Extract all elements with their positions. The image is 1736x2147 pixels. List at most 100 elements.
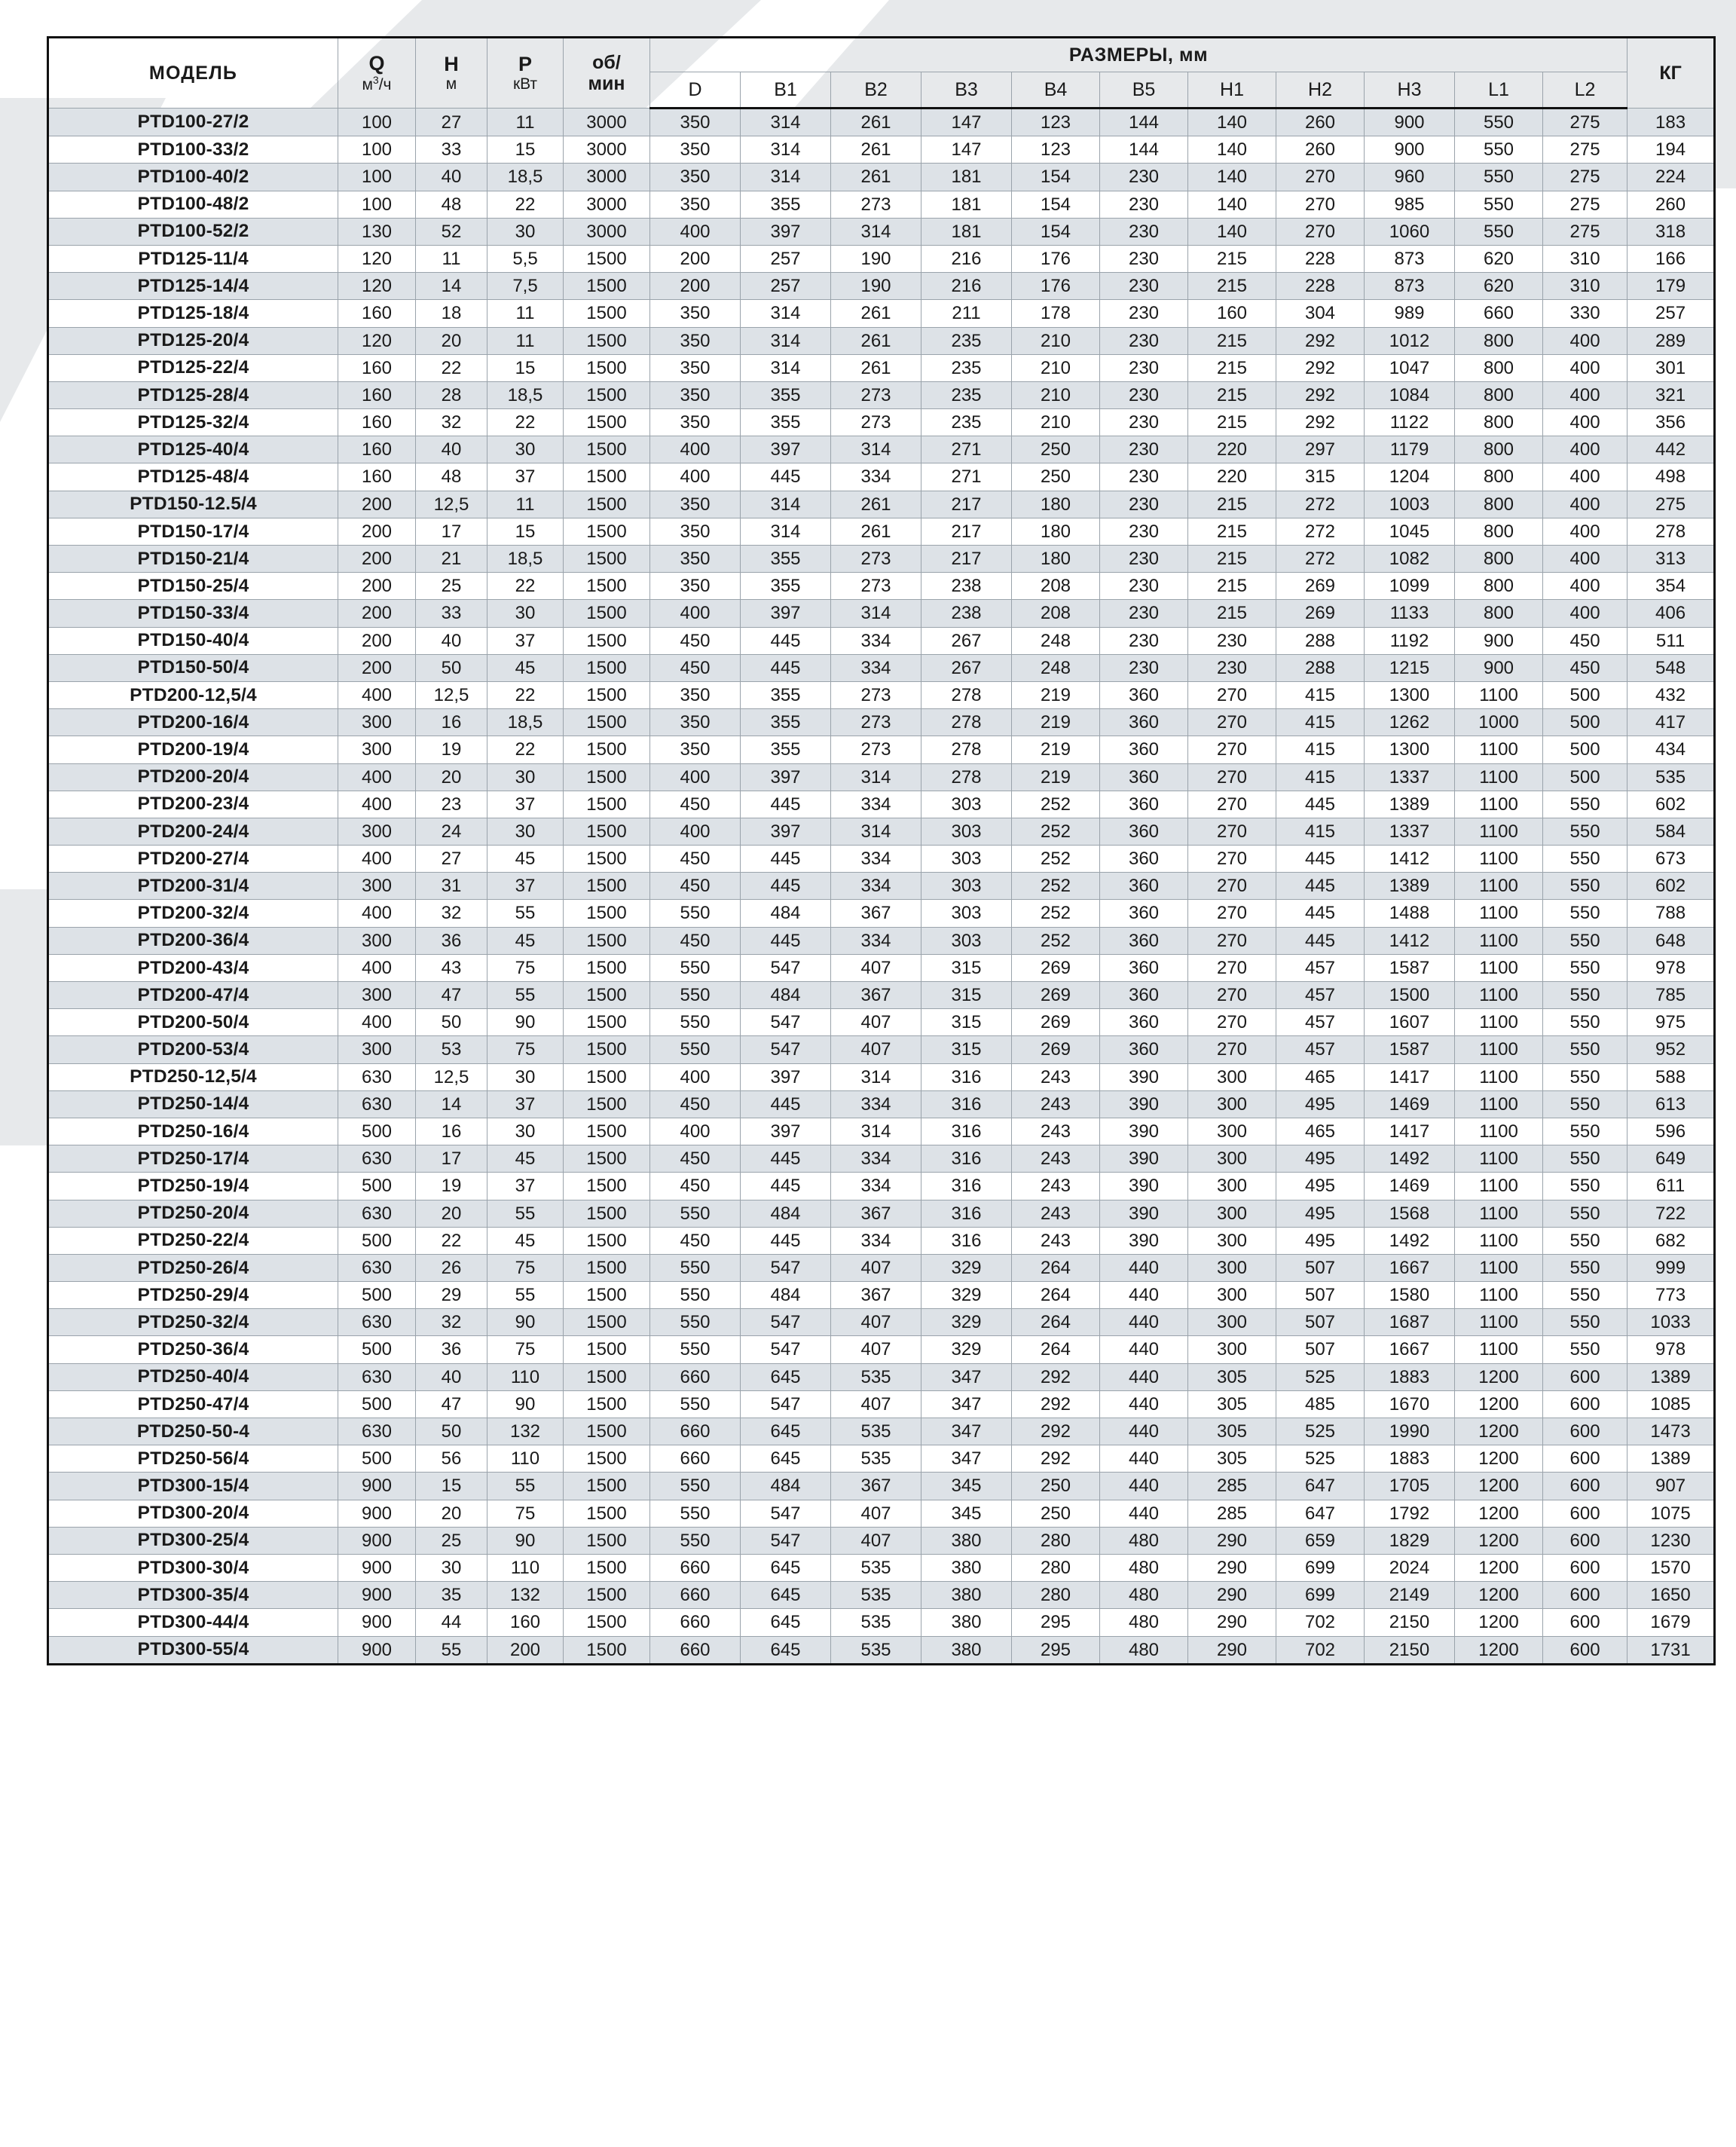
cell-b2: 314: [830, 436, 921, 464]
cell-h3: 873: [1364, 272, 1455, 301]
cell-q: 300: [338, 980, 416, 1010]
cell-l1: 550: [1454, 136, 1543, 164]
cell-b1: 445: [740, 463, 831, 491]
cell-h: 20: [415, 1199, 487, 1228]
cell-p: 75: [487, 1253, 564, 1283]
cell-b5: 440: [1099, 1363, 1188, 1391]
cell-b1: 397: [740, 217, 831, 246]
cell-q: 400: [338, 790, 416, 818]
cell-b4: 280: [1011, 1553, 1100, 1583]
cell-h3: 2024: [1364, 1553, 1455, 1583]
cell-d: 350: [649, 299, 741, 328]
table-row: PTD100-40/2 100 40 18,5 3000 350 314 261 181 154 2…: [47, 163, 1716, 191]
cell-model: PTD200-27/4: [47, 845, 338, 873]
cell-l2: 550: [1542, 953, 1628, 983]
cell-model: PTD200-19/4: [47, 736, 338, 764]
cell-l2: 550: [1542, 1308, 1628, 1337]
cell-h3: 1412: [1364, 926, 1455, 955]
cell-q: 500: [338, 1445, 416, 1473]
cell-d: 350: [649, 490, 741, 518]
cell-p: 30: [487, 763, 564, 791]
cell-b1: 257: [740, 272, 831, 301]
cell-l2: 400: [1542, 599, 1628, 628]
cell-b3: 347: [921, 1390, 1012, 1419]
cell-q: 900: [338, 1472, 416, 1500]
cell-l1: 1100: [1454, 1172, 1543, 1200]
column-header-model: МОДЕЛЬ: [47, 37, 338, 109]
cell-h1: 290: [1187, 1581, 1276, 1610]
cell-model: PTD125-40/4: [47, 436, 338, 464]
cell-b4: 252: [1011, 899, 1100, 928]
cell-b5: 230: [1099, 544, 1188, 573]
cell-l1: 1100: [1454, 1117, 1543, 1146]
cell-b4: 243: [1011, 1145, 1100, 1173]
cell-rpm: 1500: [563, 544, 650, 573]
cell-b3: 329: [921, 1335, 1012, 1364]
cell-h: 33: [415, 599, 487, 628]
cell-rpm: 1500: [563, 272, 650, 301]
cell-b2: 334: [830, 872, 921, 901]
cell-model: PTD250-16/4: [47, 1117, 338, 1146]
cell-rpm: 1500: [563, 1172, 650, 1200]
cell-h1: 270: [1187, 1035, 1276, 1064]
cell-b4: 210: [1011, 381, 1100, 410]
cell-h1: 270: [1187, 1008, 1276, 1037]
cell-l2: 550: [1542, 790, 1628, 818]
cell-h1: 270: [1187, 763, 1276, 791]
cell-l2: 400: [1542, 463, 1628, 491]
cell-d: 550: [649, 1472, 741, 1500]
cell-b1: 645: [740, 1553, 831, 1583]
cell-p: 160: [487, 1608, 564, 1637]
cell-kg: 602: [1627, 790, 1716, 818]
cell-l1: 1200: [1454, 1363, 1543, 1391]
cell-h1: 215: [1187, 326, 1276, 355]
cell-p: 75: [487, 1499, 564, 1528]
cell-b4: 219: [1011, 736, 1100, 764]
cell-b2: 334: [830, 1172, 921, 1200]
cell-kg: 224: [1627, 163, 1716, 191]
cell-h2: 525: [1276, 1417, 1365, 1446]
table-row: PTD150-33/4 200 33 30 1500 400 397 314 238 208 230…: [47, 599, 1716, 628]
cell-h3: 873: [1364, 244, 1455, 274]
cell-model: PTD150-17/4: [47, 517, 338, 546]
cell-b5: 230: [1099, 190, 1188, 219]
cell-b1: 355: [740, 190, 831, 219]
cell-h: 18: [415, 299, 487, 328]
cell-b5: 230: [1099, 653, 1188, 682]
cell-b5: 480: [1099, 1526, 1188, 1555]
table-row: PTD300-20/4 900 20 75 1500 550 547 407 345 250 440…: [47, 1499, 1716, 1528]
cell-model: PTD125-32/4: [47, 408, 338, 437]
cell-p: 22: [487, 736, 564, 764]
table-row: PTD125-22/4 160 22 15 1500 350 314 261 235 210 230…: [47, 353, 1716, 382]
cell-q: 500: [338, 1226, 416, 1255]
cell-l2: 500: [1542, 736, 1628, 764]
cell-l1: 1100: [1454, 1063, 1543, 1091]
cell-l1: 800: [1454, 326, 1543, 355]
cell-h2: 525: [1276, 1445, 1365, 1473]
cell-l1: 900: [1454, 626, 1543, 655]
cell-b4: 250: [1011, 436, 1100, 464]
cell-p: 55: [487, 1199, 564, 1228]
cell-rpm: 1500: [563, 736, 650, 764]
cell-q: 400: [338, 953, 416, 983]
cell-l2: 310: [1542, 272, 1628, 301]
cell-l2: 600: [1542, 1472, 1628, 1500]
cell-kg: 584: [1627, 817, 1716, 846]
cell-b1: 547: [740, 1008, 831, 1037]
table-row: PTD200-36/4 300 36 45 1500 450 445 334 303 252 360…: [47, 926, 1716, 955]
cell-h: 33: [415, 136, 487, 164]
cell-d: 350: [649, 136, 741, 164]
cell-h1: 305: [1187, 1390, 1276, 1419]
cell-b5: 230: [1099, 463, 1188, 491]
cell-b2: 261: [830, 163, 921, 191]
cell-l1: 1200: [1454, 1553, 1543, 1583]
cell-model: PTD300-15/4: [47, 1472, 338, 1500]
cell-h: 40: [415, 163, 487, 191]
cell-b5: 360: [1099, 763, 1188, 791]
cell-kg: 321: [1627, 381, 1716, 410]
cell-h3: 1469: [1364, 1172, 1455, 1200]
cell-q: 100: [338, 107, 416, 137]
table-row: PTD250-56/4 500 56 110 1500 660 645 535 347 292 44…: [47, 1445, 1716, 1473]
cell-b5: 360: [1099, 845, 1188, 873]
cell-h1: 300: [1187, 1063, 1276, 1091]
